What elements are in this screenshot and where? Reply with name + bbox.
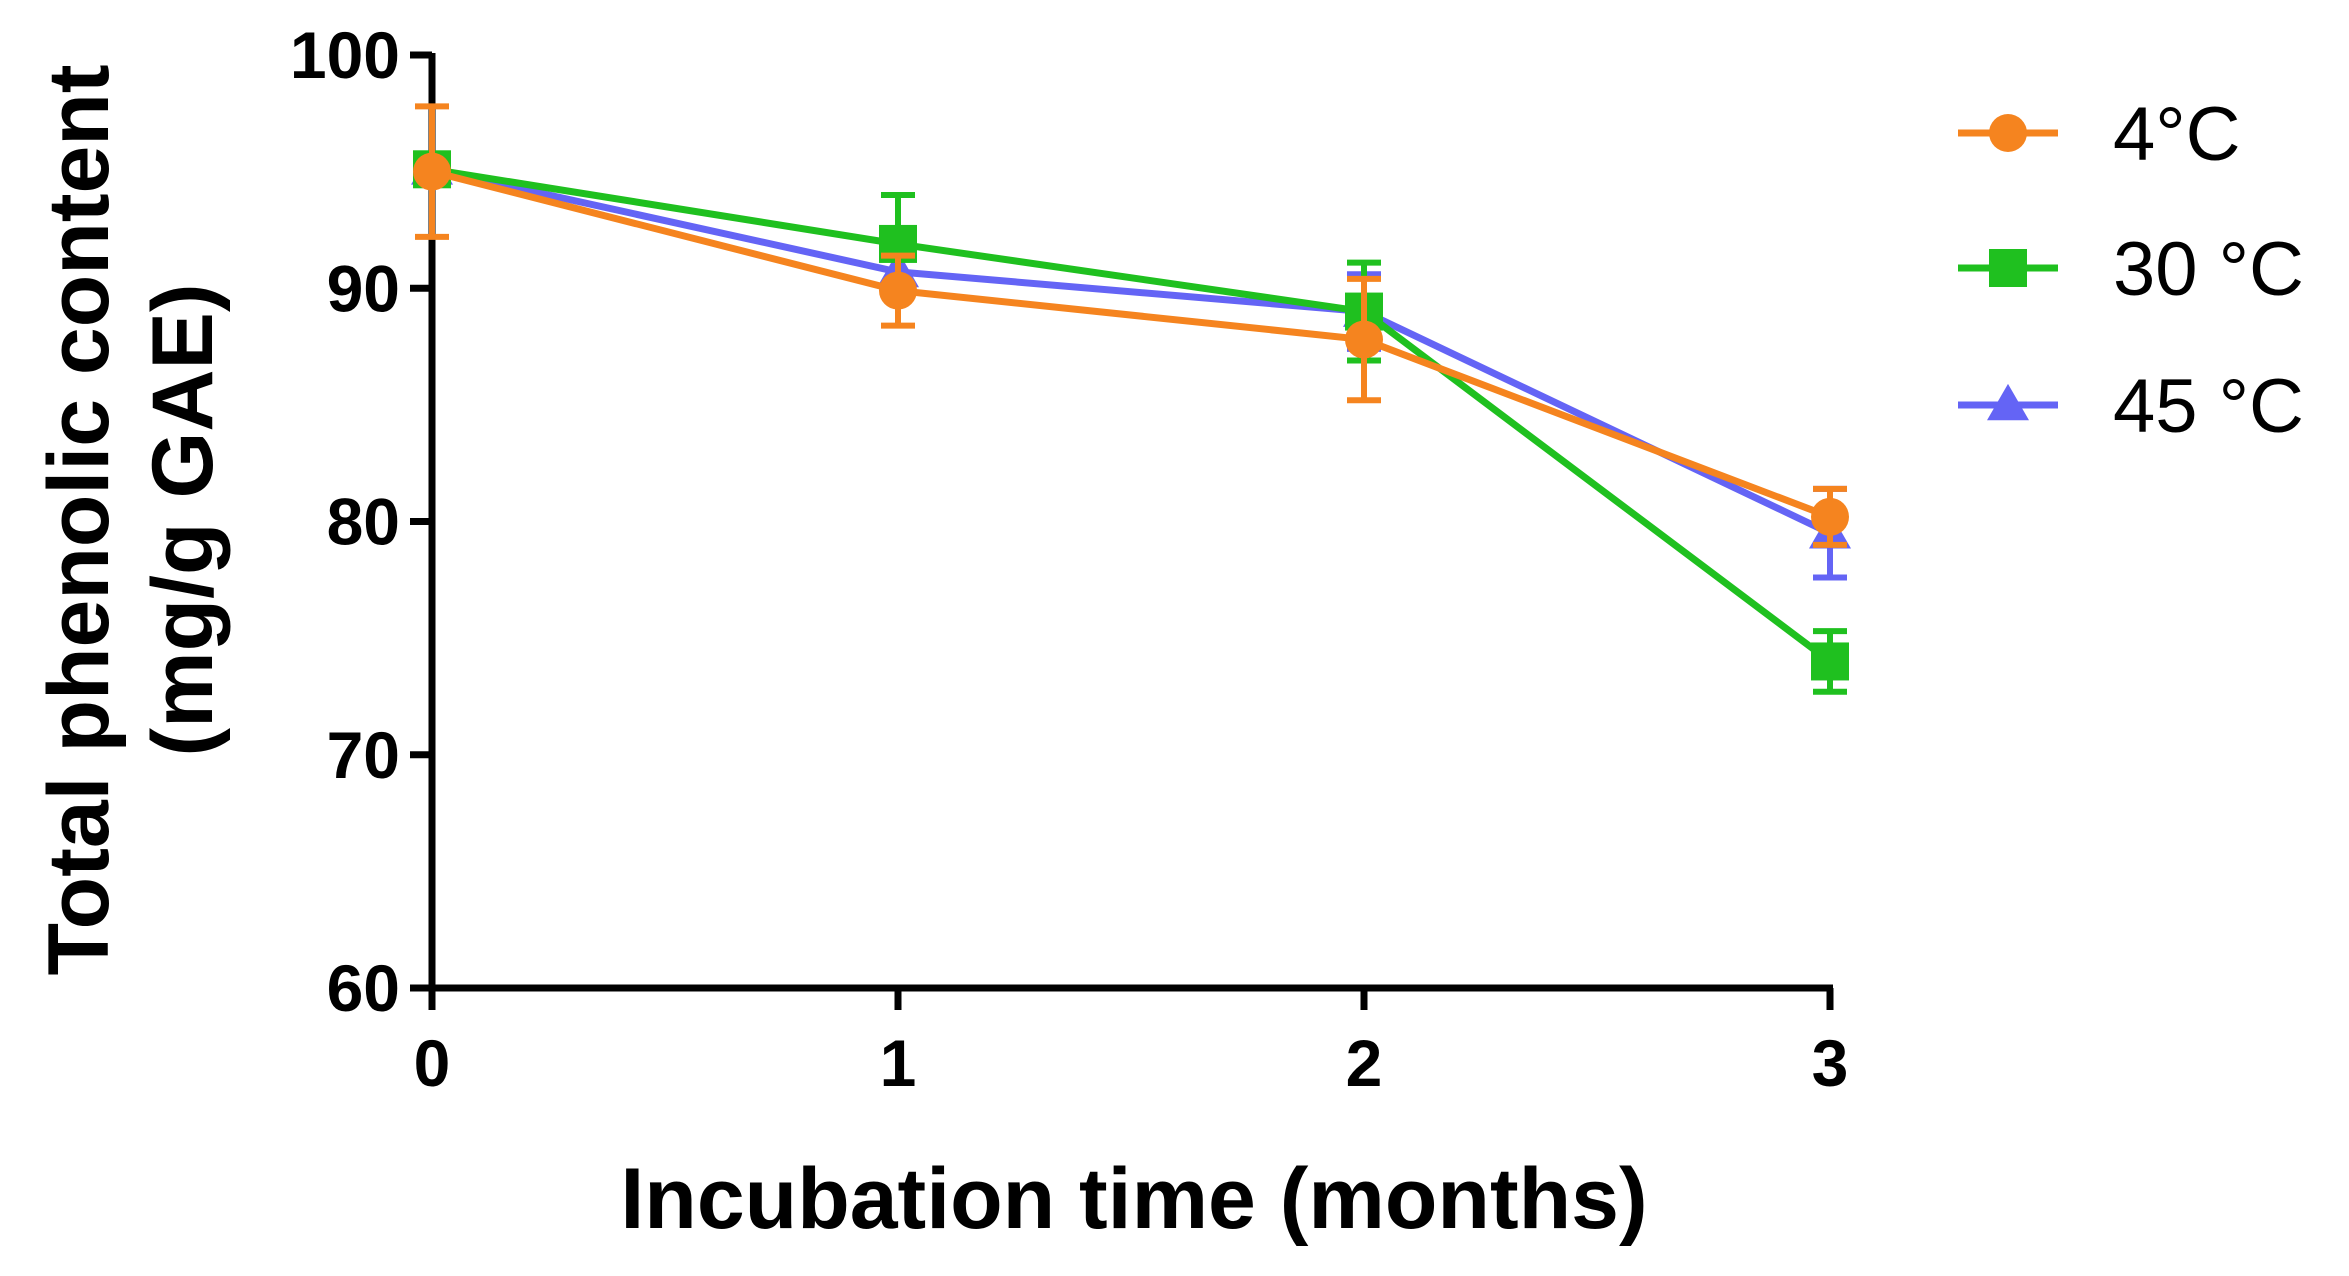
y-tick-label: 100 — [290, 18, 400, 92]
series-line — [431, 165, 1832, 537]
y-tick-label: 60 — [327, 951, 400, 1025]
legend-label: 30 °C — [2113, 227, 2304, 312]
data-point — [413, 152, 451, 191]
axis-titles: Incubation time (months) Total phenolic … — [31, 65, 1648, 1247]
legend-marker — [1989, 114, 2027, 152]
legend-label: 45 °C — [2113, 364, 2304, 449]
legend-label: 4°C — [2113, 92, 2241, 177]
x-axis-title: Incubation time (months) — [620, 1151, 1647, 1247]
x-tick-label: 1 — [880, 1026, 917, 1100]
x-tick-label: 2 — [1346, 1026, 1383, 1100]
series-layer — [411, 103, 1851, 695]
legend-marker — [1989, 249, 2027, 287]
data-point — [1811, 497, 1849, 536]
y-axis-title-line-2: (mg/g GAE) — [135, 284, 231, 757]
y-tick-label: 90 — [327, 251, 400, 325]
y-axis-title-line-1: Total phenolic content — [31, 65, 127, 976]
axes: 60 70 80 90 100 0 1 2 3 — [290, 18, 1848, 1100]
series-line — [431, 165, 1833, 665]
data-point — [1345, 320, 1383, 359]
legend-marker — [1987, 383, 2029, 421]
legend-entry-45c: 45 °C — [1958, 364, 2304, 449]
legend: 4°C 30 °C 45 °C — [1958, 92, 2304, 449]
x-tick-label: 0 — [414, 1026, 451, 1100]
x-tick-label: 3 — [1812, 1026, 1849, 1100]
series-line — [431, 168, 1832, 521]
legend-entry-30c: 30 °C — [1958, 227, 2304, 312]
data-point — [1811, 642, 1849, 681]
y-tick-label: 80 — [327, 485, 400, 559]
data-point — [879, 271, 917, 310]
y-tick-label: 70 — [327, 718, 400, 792]
series-30c — [413, 150, 1849, 695]
legend-entry-4c: 4°C — [1958, 92, 2241, 177]
series-4c — [413, 103, 1849, 548]
